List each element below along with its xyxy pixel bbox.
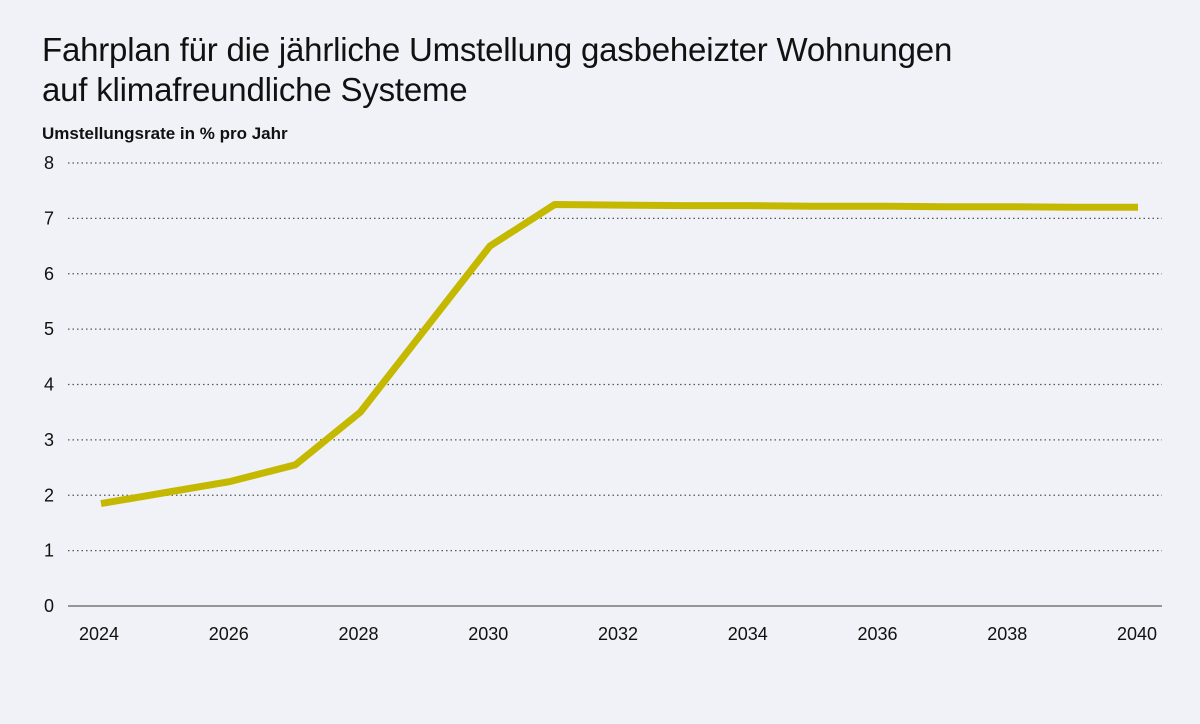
y-tick-label: 4 bbox=[44, 375, 54, 395]
y-axis-label: Umstellungsrate in % pro Jahr bbox=[42, 124, 288, 143]
y-tick-label: 7 bbox=[44, 208, 54, 228]
x-tick-labels: 2024 2026 2028 2030 2032 2034 2036 2038 2040 bbox=[79, 624, 1157, 644]
y-tick-label: 5 bbox=[44, 319, 54, 339]
chart-title-line-2: auf klimafreundliche Systeme bbox=[42, 71, 468, 108]
x-tick-label: 2030 bbox=[468, 624, 508, 644]
y-tick-label: 1 bbox=[44, 541, 54, 561]
y-tick-label: 8 bbox=[44, 153, 54, 173]
x-tick-label: 2032 bbox=[598, 624, 638, 644]
x-tick-label: 2034 bbox=[728, 624, 768, 644]
x-tick-label: 2028 bbox=[338, 624, 378, 644]
x-tick-label: 2040 bbox=[1117, 624, 1157, 644]
x-tick-label: 2024 bbox=[79, 624, 119, 644]
grid-lines bbox=[68, 162, 1162, 552]
series bbox=[100, 201, 1138, 508]
y-tick-label: 6 bbox=[44, 264, 54, 284]
series-line-0 bbox=[100, 201, 1138, 508]
chart-title: Fahrplan für die jährliche Umstellung ga… bbox=[42, 30, 1142, 110]
y-tick-label: 0 bbox=[44, 596, 54, 616]
x-tick-label: 2036 bbox=[857, 624, 897, 644]
y-tick-label: 2 bbox=[44, 485, 54, 505]
y-tick-labels: 0 1 2 3 4 5 6 7 8 bbox=[44, 153, 54, 616]
chart-title-line-1: Fahrplan für die jährliche Umstellung ga… bbox=[42, 31, 953, 68]
y-tick-label: 3 bbox=[44, 430, 54, 450]
x-tick-label: 2026 bbox=[209, 624, 249, 644]
x-tick-label: 2038 bbox=[987, 624, 1027, 644]
